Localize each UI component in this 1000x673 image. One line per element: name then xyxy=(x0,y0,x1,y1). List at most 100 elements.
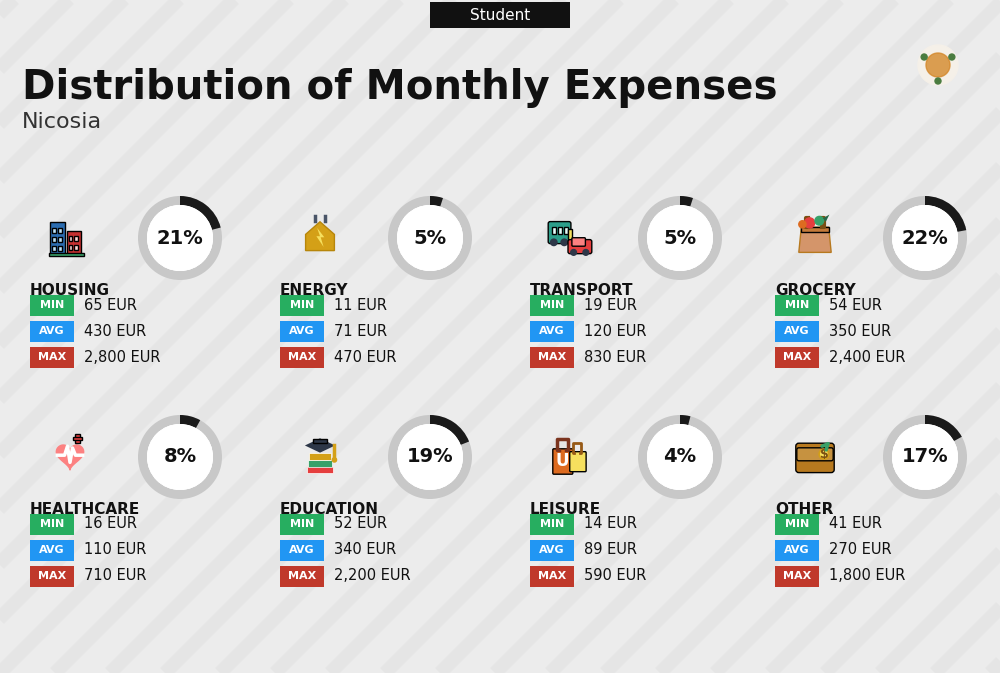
FancyBboxPatch shape xyxy=(74,236,78,240)
Text: LEISURE: LEISURE xyxy=(530,502,601,517)
Text: HOUSING: HOUSING xyxy=(30,283,110,298)
FancyBboxPatch shape xyxy=(568,229,572,240)
Wedge shape xyxy=(180,415,200,428)
FancyBboxPatch shape xyxy=(530,295,574,316)
Circle shape xyxy=(892,205,958,271)
Text: 590 EUR: 590 EUR xyxy=(584,569,646,583)
Circle shape xyxy=(921,54,927,60)
FancyBboxPatch shape xyxy=(69,245,72,250)
Text: 17%: 17% xyxy=(902,448,948,466)
FancyBboxPatch shape xyxy=(30,513,74,534)
Wedge shape xyxy=(430,415,469,445)
Circle shape xyxy=(571,250,576,255)
FancyBboxPatch shape xyxy=(530,513,574,534)
Text: AVG: AVG xyxy=(784,326,810,336)
FancyBboxPatch shape xyxy=(280,347,324,367)
Text: MIN: MIN xyxy=(785,519,809,529)
FancyBboxPatch shape xyxy=(280,540,324,561)
FancyBboxPatch shape xyxy=(280,320,324,341)
FancyBboxPatch shape xyxy=(530,540,574,561)
Circle shape xyxy=(918,45,958,85)
Text: 19 EUR: 19 EUR xyxy=(584,297,637,312)
FancyBboxPatch shape xyxy=(52,246,56,250)
Text: MIN: MIN xyxy=(40,300,64,310)
Polygon shape xyxy=(56,445,84,470)
Text: 71 EUR: 71 EUR xyxy=(334,324,387,339)
FancyBboxPatch shape xyxy=(75,434,80,444)
Text: MAX: MAX xyxy=(783,352,811,362)
Text: AVG: AVG xyxy=(539,326,565,336)
Wedge shape xyxy=(680,196,693,207)
Text: 14 EUR: 14 EUR xyxy=(584,516,637,532)
Text: AVG: AVG xyxy=(784,545,810,555)
Circle shape xyxy=(926,53,950,77)
Text: Nicosia: Nicosia xyxy=(22,112,102,132)
FancyBboxPatch shape xyxy=(58,246,62,250)
FancyBboxPatch shape xyxy=(58,228,62,233)
FancyBboxPatch shape xyxy=(530,347,574,367)
Polygon shape xyxy=(823,215,829,222)
Text: MAX: MAX xyxy=(783,571,811,581)
Polygon shape xyxy=(306,222,334,250)
Text: 1,800 EUR: 1,800 EUR xyxy=(829,569,905,583)
Circle shape xyxy=(647,424,713,490)
FancyBboxPatch shape xyxy=(548,221,571,244)
Circle shape xyxy=(397,424,463,490)
Polygon shape xyxy=(316,228,324,247)
Text: 54 EUR: 54 EUR xyxy=(829,297,882,312)
Text: 65 EUR: 65 EUR xyxy=(84,297,137,312)
Text: MAX: MAX xyxy=(38,571,66,581)
Text: MAX: MAX xyxy=(538,352,566,362)
Circle shape xyxy=(815,217,824,225)
FancyBboxPatch shape xyxy=(775,513,819,534)
Text: 52 EUR: 52 EUR xyxy=(334,516,387,532)
Text: 8%: 8% xyxy=(163,448,197,466)
Circle shape xyxy=(561,239,567,246)
FancyBboxPatch shape xyxy=(801,227,829,232)
Circle shape xyxy=(949,54,955,60)
Text: 11 EUR: 11 EUR xyxy=(334,297,387,312)
Text: AVG: AVG xyxy=(39,326,65,336)
Text: 2,200 EUR: 2,200 EUR xyxy=(334,569,411,583)
Text: AVG: AVG xyxy=(289,326,315,336)
Circle shape xyxy=(647,424,713,490)
Circle shape xyxy=(647,205,713,271)
Text: ENERGY: ENERGY xyxy=(280,283,349,298)
FancyBboxPatch shape xyxy=(50,222,65,254)
FancyBboxPatch shape xyxy=(775,540,819,561)
Text: AVG: AVG xyxy=(39,545,65,555)
Circle shape xyxy=(892,205,958,271)
Circle shape xyxy=(892,424,958,490)
FancyBboxPatch shape xyxy=(796,444,834,472)
Wedge shape xyxy=(680,415,690,425)
Wedge shape xyxy=(638,196,722,280)
Text: 270 EUR: 270 EUR xyxy=(829,542,892,557)
Circle shape xyxy=(799,221,806,228)
Text: TRANSPORT: TRANSPORT xyxy=(530,283,634,298)
Circle shape xyxy=(332,458,337,462)
FancyBboxPatch shape xyxy=(49,253,84,256)
FancyBboxPatch shape xyxy=(280,513,324,534)
Text: Student: Student xyxy=(470,7,530,22)
Wedge shape xyxy=(883,196,967,280)
Circle shape xyxy=(935,78,941,84)
Text: MAX: MAX xyxy=(288,571,316,581)
Wedge shape xyxy=(430,196,443,207)
FancyBboxPatch shape xyxy=(308,460,332,466)
Text: MIN: MIN xyxy=(540,519,564,529)
FancyBboxPatch shape xyxy=(568,240,592,254)
FancyBboxPatch shape xyxy=(307,466,333,473)
FancyBboxPatch shape xyxy=(30,565,74,586)
Text: 5%: 5% xyxy=(663,229,697,248)
Wedge shape xyxy=(925,196,966,232)
FancyBboxPatch shape xyxy=(30,320,74,341)
Circle shape xyxy=(819,449,829,459)
FancyBboxPatch shape xyxy=(797,448,833,461)
Text: MIN: MIN xyxy=(40,519,64,529)
FancyBboxPatch shape xyxy=(552,227,556,234)
FancyBboxPatch shape xyxy=(558,227,562,234)
FancyBboxPatch shape xyxy=(52,238,56,242)
Text: 22%: 22% xyxy=(902,229,948,248)
Text: 19%: 19% xyxy=(407,448,453,466)
FancyBboxPatch shape xyxy=(30,295,74,316)
